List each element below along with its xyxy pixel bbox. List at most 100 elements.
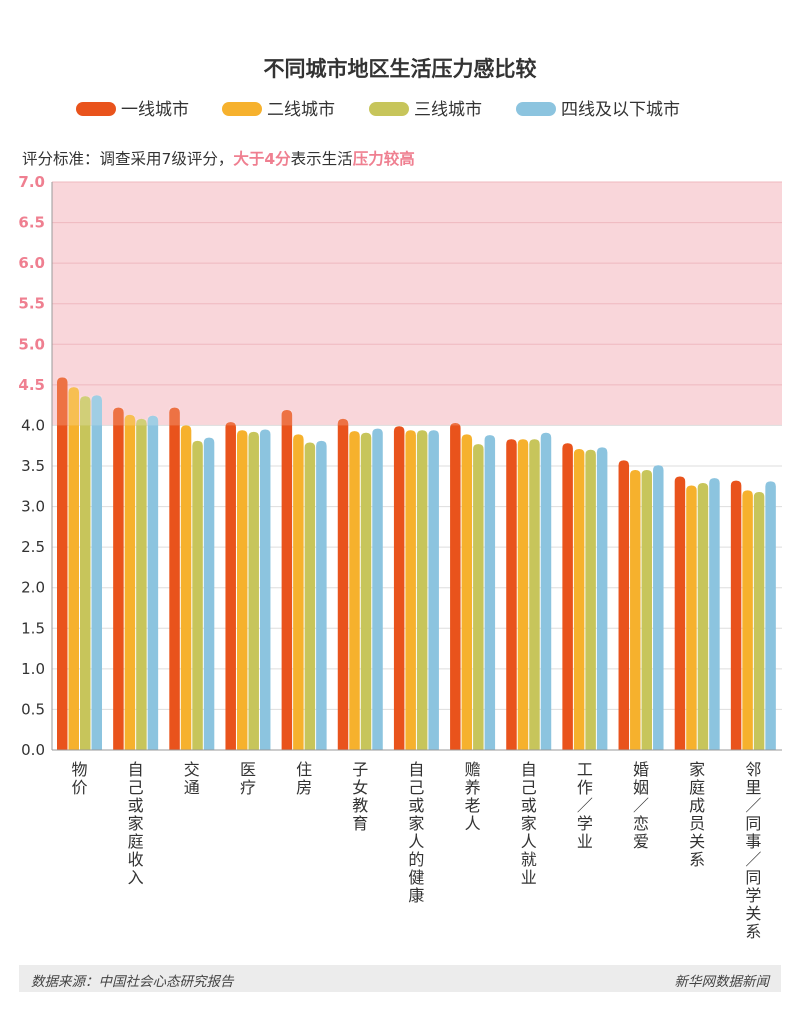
bar [281,410,293,750]
legend-label: 二线城市 [267,100,335,120]
bar [618,460,630,750]
bar [529,439,540,750]
x-category-label: 住房 [296,760,312,797]
x-axis: 物价 自己或家庭收入 交通 医疗 住房 子女教育 自己或家人的健康 赡养老人 自己或家人就业 工作… [52,749,782,941]
bar-overlay [136,418,147,426]
x-category-label: 医疗 [240,760,256,797]
bar [506,439,517,750]
bar [630,470,641,750]
bar [753,491,765,750]
bar [372,428,383,750]
bar-overlay [281,410,293,426]
bar [461,434,473,750]
x-category-label: 子女教育 [352,760,368,833]
y-tick-label: 3.5 [21,457,45,475]
bar [68,387,79,750]
bar [192,440,203,750]
y-tick-label: 6.0 [18,254,45,272]
x-category-label: 家庭成员关系 [689,760,705,869]
bar [416,430,428,750]
bar [393,426,405,750]
bar [360,432,372,750]
bar [316,440,327,750]
legend-label: 一线城市 [121,100,189,120]
y-tick-label: 0.0 [21,741,45,759]
note-text-1: 评分标准：调查采用7级评分， [22,150,233,168]
y-tick-label: 2.5 [21,538,45,556]
bar [697,483,709,750]
legend-label: 三线城市 [414,100,482,120]
bar [57,377,68,750]
x-category-label: 自己或家庭收入 [128,760,144,887]
legend-swatch [516,102,556,116]
bar [203,437,215,750]
bar [180,425,192,750]
y-tick-label: 7.0 [18,173,45,191]
bar-overlay [80,396,91,426]
legend-swatch [369,102,409,116]
bar [80,396,91,750]
bar [293,434,304,750]
bar-overlay [450,422,461,426]
bar [259,429,271,750]
scoring-note: 评分标准：调查采用7级评分，大于4分表示生活压力较高 [22,149,415,168]
bar [225,422,236,750]
bar [136,418,147,750]
bar [573,448,585,750]
legend-label: 四线及以下城市 [561,100,680,120]
bar-chart: 不同城市地区生活压力感比较 一线城市 二线城市 三线城市 四线及以下城市 评分标准：调… [18,57,782,941]
y-axis: 0.0 0.5 1.0 1.5 2.0 2.5 3.0 3.5 4.0 4.5 5.0 5.5 6.0 6… [18,173,53,759]
bar-overlay [225,422,236,426]
bar [674,476,686,750]
y-tick-label: 3.0 [21,498,45,516]
bar [730,480,742,750]
note-highlight-2: 压力较高 [353,149,415,168]
bar-overlay [337,418,349,426]
bar [473,444,484,750]
bar [540,432,552,750]
y-tick-label: 1.0 [21,660,45,678]
x-category-label: 交通 [184,760,200,797]
bar [405,430,416,750]
bar [248,431,259,750]
chart-title: 不同城市地区生活压力感比较 [264,57,537,81]
bar [765,481,776,750]
bar [147,415,159,750]
y-tick-label: 4.0 [21,416,45,434]
bar [641,470,653,750]
bar-overlay [147,415,159,426]
x-category-label: 工作／学业 [577,760,593,851]
bar [517,439,529,750]
legend-swatch [76,102,116,116]
y-tick-label: 5.0 [18,335,45,353]
bar [709,478,720,750]
x-category-label: 赡养老人 [465,760,481,833]
bar [349,431,360,750]
y-tick-label: 4.5 [18,376,45,394]
bar [124,414,136,750]
x-category-label: 婚姻／恋爱 [633,760,649,851]
y-tick-label: 2.0 [21,579,45,597]
bar-overlay [57,377,68,426]
bar [304,442,316,750]
x-category-label: 邻里／同事／同学关系 [745,760,761,941]
bar-overlay [124,414,136,426]
bar [653,465,664,750]
y-tick-label: 6.5 [18,214,45,232]
y-tick-label: 1.5 [21,619,45,637]
bar [91,395,102,750]
bars [57,377,776,750]
footer-bar: 数据来源：中国社会心态研究报告 新华网数据新闻 [19,965,781,992]
bar-overlay [68,387,79,426]
bar-overlay [113,407,124,426]
y-tick-label: 5.5 [18,295,45,313]
bar [484,435,496,750]
bar [742,490,753,750]
bar [686,485,697,750]
bar [113,407,124,750]
brand-label: 新华网数据新闻 [674,974,770,990]
x-category-label: 物价 [71,760,87,797]
note-text-2: 表示生活 [291,150,353,168]
legend-swatch [222,102,262,116]
note-highlight-1: 大于4分 [233,149,291,168]
